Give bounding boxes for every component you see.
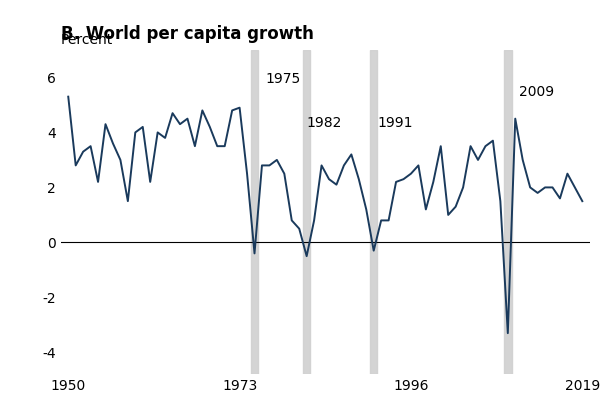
Text: 2009: 2009 xyxy=(519,85,554,99)
Bar xyxy=(250,50,258,374)
Bar xyxy=(303,50,310,374)
Text: Percent: Percent xyxy=(61,33,113,47)
Text: 1991: 1991 xyxy=(378,116,413,130)
Text: 1982: 1982 xyxy=(306,116,342,130)
Text: 1975: 1975 xyxy=(266,72,301,86)
Text: B. World per capita growth: B. World per capita growth xyxy=(61,25,314,43)
Bar xyxy=(370,50,378,374)
Bar xyxy=(504,50,511,374)
